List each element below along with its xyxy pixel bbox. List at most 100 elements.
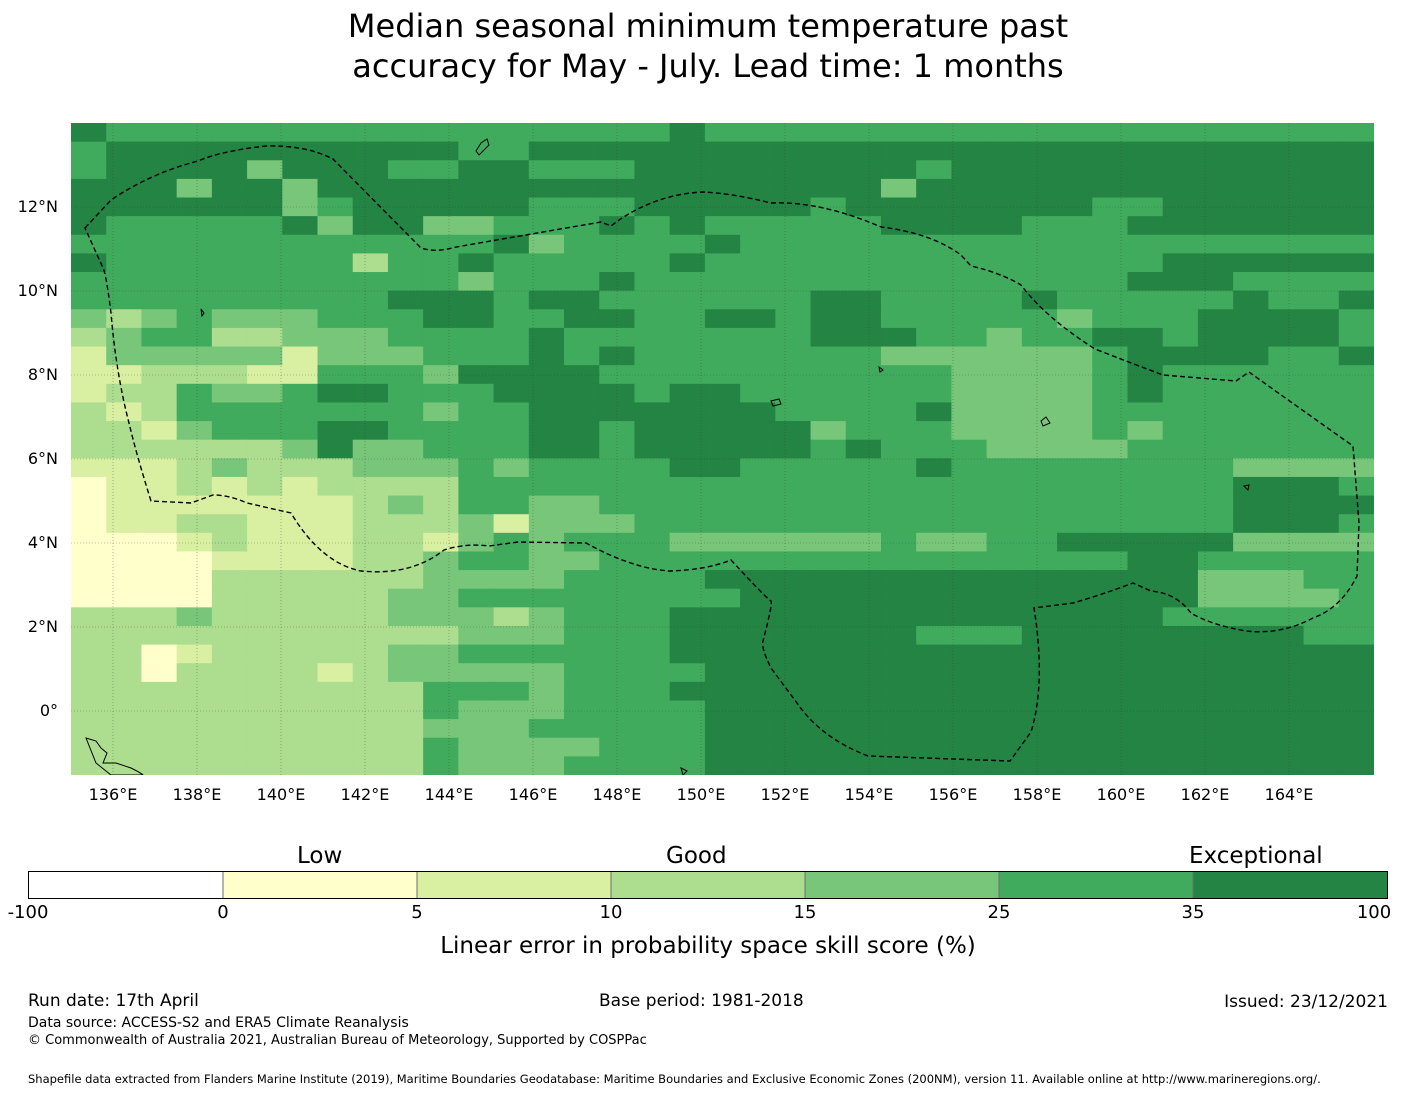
map-cell [282, 253, 319, 273]
map-cell [1303, 346, 1340, 366]
map-cell [1092, 476, 1129, 497]
map-cell [1162, 532, 1199, 553]
map-cell [599, 719, 636, 739]
map-cell [352, 514, 389, 534]
map-cell [704, 160, 741, 180]
map-cell [493, 663, 530, 683]
map-cell [211, 625, 248, 646]
map-cell [1127, 532, 1164, 553]
map-cell [880, 272, 917, 292]
map-cell [1233, 476, 1269, 497]
map-cell [916, 365, 953, 385]
map-cell [493, 625, 530, 646]
map-cell [1092, 383, 1129, 404]
map-cell [176, 178, 213, 199]
map-cell [1233, 197, 1269, 217]
map-cell [951, 644, 988, 664]
map-cell [176, 272, 213, 292]
map-cell [423, 737, 459, 757]
lat-label: 2°N [27, 617, 58, 636]
map-cell [1021, 476, 1058, 497]
map-cell [352, 402, 389, 422]
map-cell [1021, 625, 1058, 646]
map-cell [1233, 123, 1269, 143]
map-cell [775, 495, 812, 515]
map-cell [317, 551, 354, 571]
map-cell [1268, 719, 1305, 739]
map-cell [106, 607, 143, 627]
map-cell [317, 495, 354, 515]
map-cell [1197, 290, 1234, 310]
map-cell [493, 532, 530, 553]
map-cell [1268, 570, 1305, 590]
map-cell [634, 756, 671, 775]
map-cell [71, 383, 107, 404]
map-cell [740, 178, 776, 199]
map-cell [106, 290, 143, 310]
map-cell [1233, 551, 1269, 571]
map-cell [669, 625, 706, 646]
map-cell [845, 346, 882, 366]
lon-label: 164°E [1264, 785, 1314, 804]
map-cell [1127, 644, 1164, 664]
map-cell [986, 290, 1023, 310]
map-cell [1057, 514, 1093, 534]
map-cell [106, 737, 143, 757]
map-cell [282, 290, 319, 310]
map-cell [775, 421, 812, 441]
map-cell [951, 439, 988, 459]
map-cell [845, 514, 882, 534]
map-cell [1303, 551, 1340, 571]
colorbar-bin [999, 871, 1193, 899]
map-cell [1233, 439, 1269, 459]
map-cell [1233, 495, 1269, 515]
map-cell [317, 346, 354, 366]
map-cell [1021, 439, 1058, 459]
map-cell [1021, 178, 1058, 199]
map-cell [1092, 290, 1129, 310]
map-cell [599, 625, 636, 646]
map-cell [247, 476, 283, 497]
map-cell [528, 141, 565, 161]
map-cell [599, 402, 636, 422]
map-cell [880, 439, 917, 459]
map-cell [564, 439, 600, 459]
map-cell [352, 346, 389, 366]
map-cell [704, 681, 741, 702]
lon-label: 148°E [592, 785, 642, 804]
map-cell [599, 234, 636, 254]
map-cell [211, 700, 248, 720]
map-cell [423, 625, 459, 646]
map-cell [1127, 681, 1164, 702]
map-cell [1233, 737, 1269, 757]
map-cell [1162, 327, 1199, 348]
map-cell [810, 495, 847, 515]
map-cell [352, 123, 389, 143]
map-cell [916, 700, 953, 720]
map-cell [1057, 625, 1093, 646]
map-cell [599, 421, 636, 441]
map-cell [1092, 607, 1129, 627]
map-cell [176, 253, 213, 273]
map-cell [986, 644, 1023, 664]
map-cell [916, 383, 953, 404]
map-cell [599, 700, 636, 720]
map-cell [564, 700, 600, 720]
map-cell [740, 327, 776, 348]
map-cell [986, 123, 1023, 143]
map-cell [845, 309, 882, 329]
map-cell [1092, 663, 1129, 683]
map-cell [247, 756, 283, 775]
map-cell [1127, 383, 1164, 404]
map-cell [634, 719, 671, 739]
colorbar-tick: 10 [599, 902, 623, 923]
map-cell [141, 346, 178, 366]
map-cell [387, 476, 424, 497]
map-cell [1233, 421, 1269, 441]
map-cell [528, 756, 565, 775]
map-cell [106, 644, 143, 664]
map-cell [1197, 719, 1234, 739]
map-cell [282, 123, 319, 143]
map-cell [176, 700, 213, 720]
map-cell [1127, 458, 1164, 478]
